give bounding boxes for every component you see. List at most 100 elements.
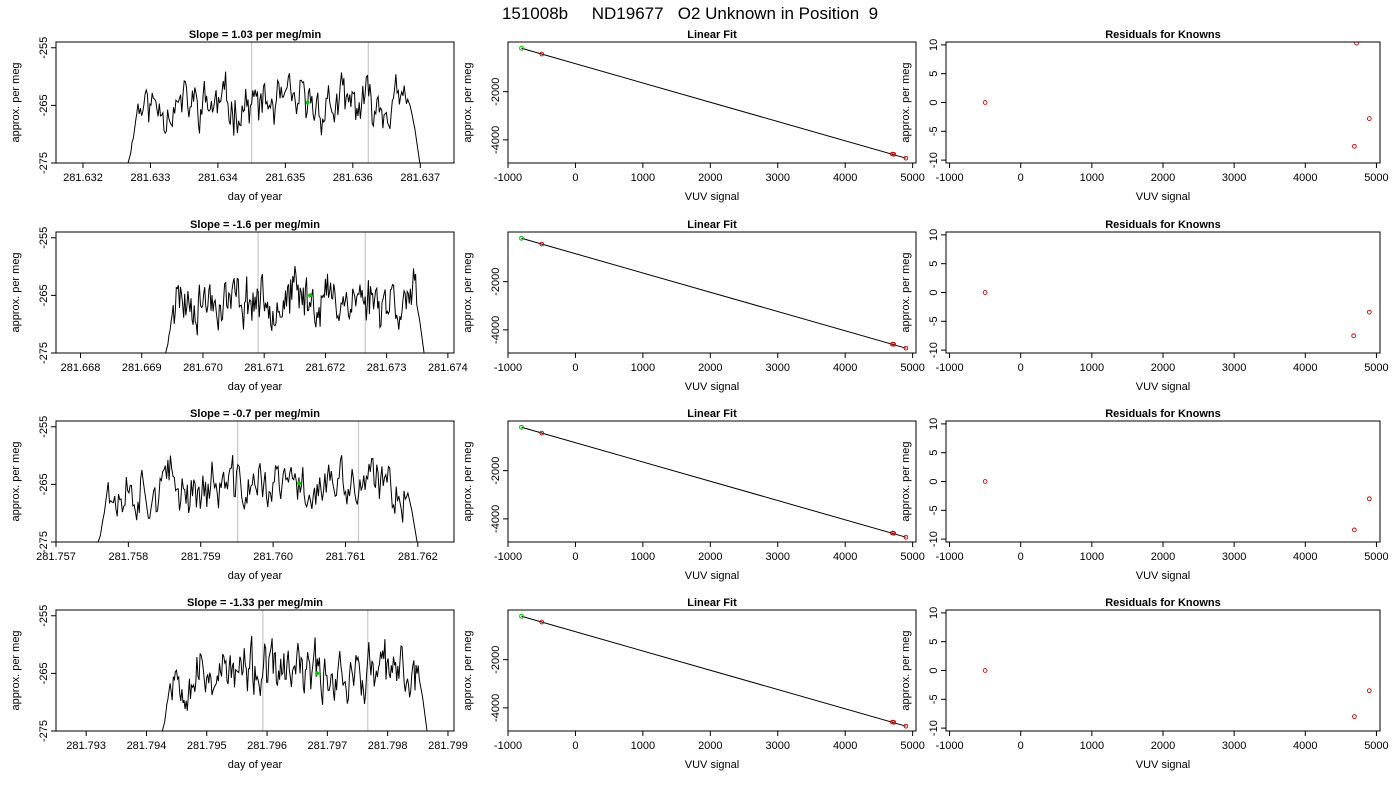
- x-tick-label: 281.759: [181, 551, 221, 563]
- plot-area: [97, 421, 418, 542]
- plot-area: [519, 613, 909, 729]
- x-tick-label: 281.668: [61, 362, 101, 374]
- x-tick-label: -1000: [494, 172, 522, 184]
- x-tick-label: 281.674: [428, 362, 468, 374]
- y-axis-label: approx. per meg: [10, 62, 22, 142]
- panel-4-3: Residuals for Knowns -1000 0 1000 2000 3000 40…: [900, 597, 1389, 771]
- y-tick-label: -2000: [490, 268, 502, 296]
- y-axis-label: approx. per meg: [10, 252, 22, 332]
- x-tick-label: 1000: [631, 362, 655, 374]
- x-tick-label: 281.672: [306, 362, 346, 374]
- y-axis-label: approx. per meg: [462, 62, 474, 142]
- x-axis-label: day of year: [228, 191, 283, 203]
- x-tick-label: 2000: [698, 551, 722, 563]
- panel-3-2: Linear Fit -1000 0 1000 2000 3000 4000 5000 -200…: [462, 408, 925, 582]
- x-tick-label: 1000: [631, 172, 655, 184]
- plot-area: [519, 45, 909, 161]
- y-tick-label: -5: [928, 505, 940, 515]
- x-tick-label: 3000: [1222, 551, 1246, 563]
- y-tick-label: -2000: [490, 646, 502, 674]
- known-point: [1366, 309, 1372, 315]
- x-tick-label: 0: [572, 362, 578, 374]
- panel-title: Residuals for Knowns: [1105, 597, 1221, 609]
- panel-2-1: Slope = -1.6 per meg/min 281.668 281.669 28…: [10, 219, 468, 393]
- x-tick-label: 281.799: [428, 740, 468, 752]
- x-tick-label: 2000: [1151, 551, 1175, 563]
- x-axis-label: VUV signal: [1136, 759, 1190, 771]
- plot-area: [982, 668, 1372, 719]
- panel-title: Slope = -1.33 per meg/min: [187, 597, 323, 609]
- x-tick-label: 2000: [1151, 740, 1175, 752]
- plot-area: [165, 232, 425, 353]
- known-point: [903, 534, 909, 540]
- y-tick-label: -265: [38, 94, 50, 116]
- known-point: [1366, 496, 1372, 502]
- panel-4-1: Slope = -1.33 per meg/min 281.793 281.794 2…: [10, 597, 468, 771]
- panel-title: Linear Fit: [687, 408, 737, 420]
- fit-line: [521, 47, 907, 159]
- x-tick-label: 2000: [698, 362, 722, 374]
- x-tick-label: 0: [1018, 740, 1024, 752]
- x-tick-label: 2000: [1151, 362, 1175, 374]
- y-tick-label: -275: [38, 531, 50, 553]
- y-axis-label: approx. per meg: [900, 441, 912, 521]
- known-point: [1366, 116, 1372, 121]
- known-point: [539, 241, 545, 247]
- y-tick-label: -275: [38, 152, 50, 174]
- known-point: [891, 530, 897, 536]
- x-tick-label: 281.633: [131, 172, 171, 184]
- y-axis-label: approx. per meg: [462, 630, 474, 710]
- x-tick-label: 281.793: [66, 740, 106, 752]
- panel-title: Residuals for Knowns: [1105, 408, 1221, 420]
- x-tick-label: 3000: [1222, 362, 1246, 374]
- known-point: [1352, 143, 1357, 149]
- known-point: [1352, 714, 1357, 719]
- x-tick-label: 3000: [766, 172, 790, 184]
- panel-1-1: Slope = 1.03 per meg/min 281.632 281.633 28…: [10, 29, 455, 203]
- plot-frame: [945, 609, 1381, 732]
- y-tick-label: -265: [38, 284, 50, 306]
- x-tick-label: 281.673: [367, 362, 407, 374]
- known-point: [539, 430, 545, 436]
- plot-area: [127, 42, 421, 163]
- plot-area: [519, 424, 909, 540]
- x-axis-label: VUV signal: [685, 759, 739, 771]
- panel-title: Residuals for Knowns: [1105, 29, 1221, 41]
- known-point: [1354, 42, 1359, 46]
- y-axis-label: approx. per meg: [462, 441, 474, 521]
- plot-frame: [55, 41, 455, 164]
- x-tick-label: 1000: [1080, 551, 1104, 563]
- y-axis-label: approx. per meg: [10, 630, 22, 710]
- x-tick-label: 4000: [833, 172, 857, 184]
- unknown-point: [519, 613, 524, 619]
- data-trace: [97, 455, 418, 542]
- y-tick-label: -4000: [490, 505, 502, 533]
- plot-frame: [507, 231, 917, 354]
- y-axis-label: approx. per meg: [900, 62, 912, 142]
- unknown-point: [519, 235, 524, 241]
- y-tick-label: -5: [928, 316, 940, 326]
- fit-line: [521, 615, 907, 727]
- x-axis-label: VUV signal: [685, 381, 739, 393]
- y-tick-label: -275: [38, 342, 50, 364]
- y-axis-label: approx. per meg: [900, 252, 912, 332]
- y-tick-label: -255: [38, 416, 50, 438]
- y-tick-label: 10: [928, 39, 940, 51]
- x-tick-label: 281.797: [307, 740, 347, 752]
- x-axis-label: VUV signal: [685, 570, 739, 582]
- x-tick-label: 281.760: [253, 551, 293, 563]
- y-tick-label: -275: [38, 720, 50, 742]
- x-tick-label: -1000: [935, 362, 963, 374]
- y-tick-label: -2000: [490, 78, 502, 106]
- panel-title: Linear Fit: [687, 597, 737, 609]
- y-tick-label: -255: [38, 37, 50, 59]
- y-tick-label: -10: [928, 342, 940, 358]
- x-tick-label: 4000: [1293, 362, 1317, 374]
- x-tick-label: 4000: [1293, 551, 1317, 563]
- y-tick-label: -10: [928, 152, 940, 168]
- known-point: [982, 100, 988, 105]
- fit-line: [521, 426, 907, 538]
- known-point: [1352, 527, 1357, 533]
- x-tick-label: 1000: [631, 551, 655, 563]
